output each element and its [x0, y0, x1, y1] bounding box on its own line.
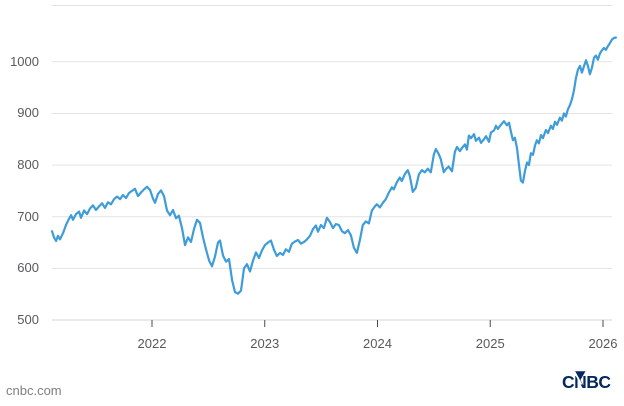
x-axis-label: 2025 [475, 336, 505, 351]
y-axis-label: 700 [17, 208, 39, 224]
y-axis-label: 600 [17, 260, 39, 276]
y-axis-label: 1000 [10, 53, 39, 69]
peacock-feather-gap [573, 371, 583, 385]
x-axis-label: 2023 [250, 336, 280, 351]
peacock-feather-icon [574, 371, 586, 382]
y-axis-label: 900 [17, 105, 39, 121]
series-line [50, 36, 617, 295]
cnbc-logo: CNBC [562, 371, 612, 392]
y-axis-label: 500 [17, 312, 39, 327]
source-label: cnbc.com [6, 383, 62, 398]
cnbc-logo-text: CNBC [562, 372, 611, 392]
x-axis-label: 2024 [363, 336, 392, 351]
x-axis-label: 2022 [137, 336, 167, 351]
y-axis-label: 800 [17, 157, 39, 173]
x-axis-label: 2026 [588, 336, 618, 351]
